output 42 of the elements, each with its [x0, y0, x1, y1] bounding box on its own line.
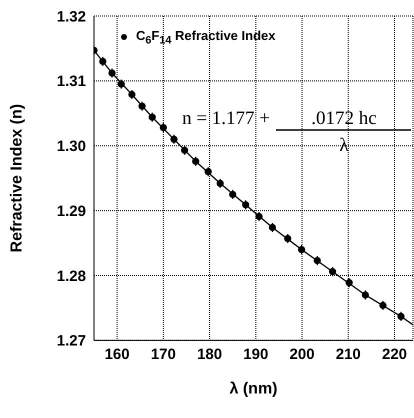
point — [160, 124, 167, 132]
point — [216, 180, 224, 187]
x-tick-label: 200 — [290, 346, 315, 364]
point — [284, 234, 292, 242]
x-tick-label: 210 — [336, 346, 361, 364]
point — [255, 212, 263, 220]
x-axis-title: λ (nm) — [230, 380, 278, 398]
y-tick-label: 1.30 — [56, 138, 86, 156]
point — [138, 102, 146, 110]
point — [328, 268, 336, 276]
point — [170, 136, 178, 143]
y-axis-title: Refractive Index (n) — [8, 104, 26, 252]
point — [362, 291, 369, 299]
point — [268, 224, 276, 232]
point — [314, 257, 321, 264]
x-tick-label: 160 — [104, 346, 130, 364]
point — [181, 146, 188, 154]
x-tick-label: 190 — [243, 346, 268, 364]
point — [346, 279, 353, 286]
point — [379, 302, 387, 309]
y-tick-label: 1.31 — [56, 73, 86, 90]
x-tick-label: 180 — [197, 346, 222, 364]
y-tick-label: 1.28 — [56, 268, 86, 285]
x-tick-label: 170 — [150, 346, 176, 364]
annotation: λ — [339, 135, 350, 156]
point — [229, 190, 236, 198]
point — [99, 58, 106, 66]
annotation: .0172 hc — [311, 108, 377, 129]
point — [128, 90, 136, 98]
point — [298, 246, 306, 254]
point — [397, 312, 405, 320]
point — [192, 158, 200, 165]
y-tick-label: 1.29 — [56, 202, 86, 220]
y-tick-label: 1.27 — [56, 332, 86, 350]
y-tick-label: 1.32 — [56, 8, 86, 26]
annotation: n = 1.177 + — [182, 108, 270, 129]
x-tick-label: 220 — [382, 346, 408, 364]
point — [148, 114, 156, 121]
point — [204, 168, 212, 176]
point — [118, 80, 125, 88]
point — [108, 69, 116, 77]
point — [242, 201, 250, 208]
